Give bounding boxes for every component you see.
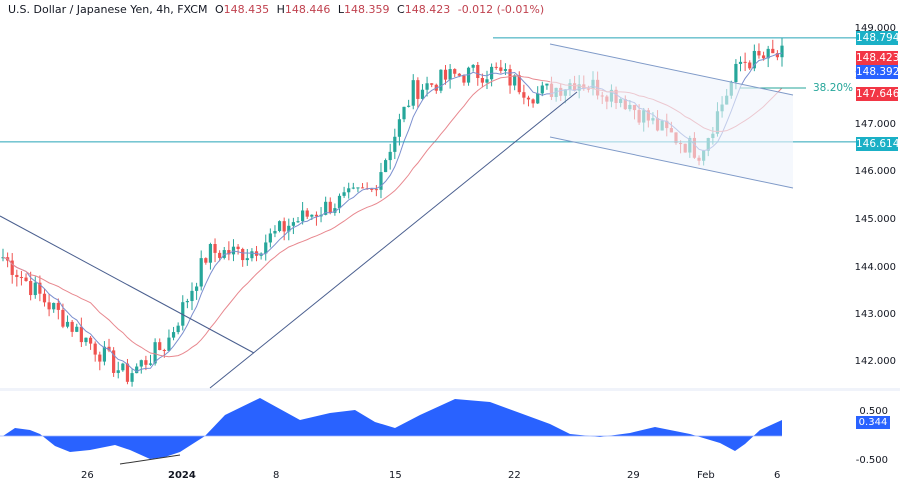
- time-label: 22: [508, 470, 521, 481]
- time-label: 29: [627, 470, 640, 481]
- slow-ma-price-tag: 147.646: [856, 87, 900, 101]
- time-label: Feb: [697, 470, 715, 481]
- fibonacci-label: 38.20%: [813, 82, 854, 94]
- pane-divider[interactable]: [0, 388, 900, 391]
- time-label: 8: [273, 470, 280, 481]
- resistance-price-tag: 148.794: [856, 31, 900, 45]
- oscillator-tick: -0.500: [855, 455, 888, 466]
- time-label: 26: [81, 470, 94, 481]
- drawing-overlays: [0, 37, 856, 389]
- support-price-tag: 146.614: [856, 137, 900, 151]
- time-label: 2024: [168, 470, 196, 481]
- symbol-title: U.S. Dollar / Japanese Yen, 4h, FXCM: [8, 3, 208, 16]
- price-tick: 142.000: [854, 356, 896, 367]
- oscillator-axis[interactable]: 0.500 -0.500: [845, 392, 900, 466]
- price-tick: 147.000: [854, 119, 896, 130]
- price-tick: 144.000: [854, 262, 896, 273]
- price-tick: 143.000: [854, 309, 896, 320]
- ohlc-change: -0.012 (-0.01%): [457, 3, 545, 16]
- last-price-tag: 148.423: [856, 51, 900, 65]
- oscillator-value-tag: 0.344: [856, 416, 890, 429]
- time-label: 6: [774, 470, 781, 481]
- oscillator-pane: [0, 398, 782, 465]
- oscillator-tick: 0.500: [859, 406, 888, 417]
- price-tick: 145.000: [854, 214, 896, 225]
- time-axis[interactable]: 26 2024 8 15 22 29 Feb 6: [0, 466, 845, 485]
- ohlc-high: H148.446: [276, 3, 331, 16]
- time-label: 15: [389, 470, 402, 481]
- chart-header: U.S. Dollar / Japanese Yen, 4h, FXCM O14…: [8, 3, 548, 16]
- ohlc-low: L148.359: [337, 3, 390, 16]
- fast-ma-price-tag: 148.392: [856, 65, 900, 79]
- ohlc-open: O148.435: [214, 3, 270, 16]
- ohlc-close: C148.423: [397, 3, 451, 16]
- price-tick: 149.000: [854, 23, 896, 34]
- price-tick: 146.000: [854, 166, 896, 177]
